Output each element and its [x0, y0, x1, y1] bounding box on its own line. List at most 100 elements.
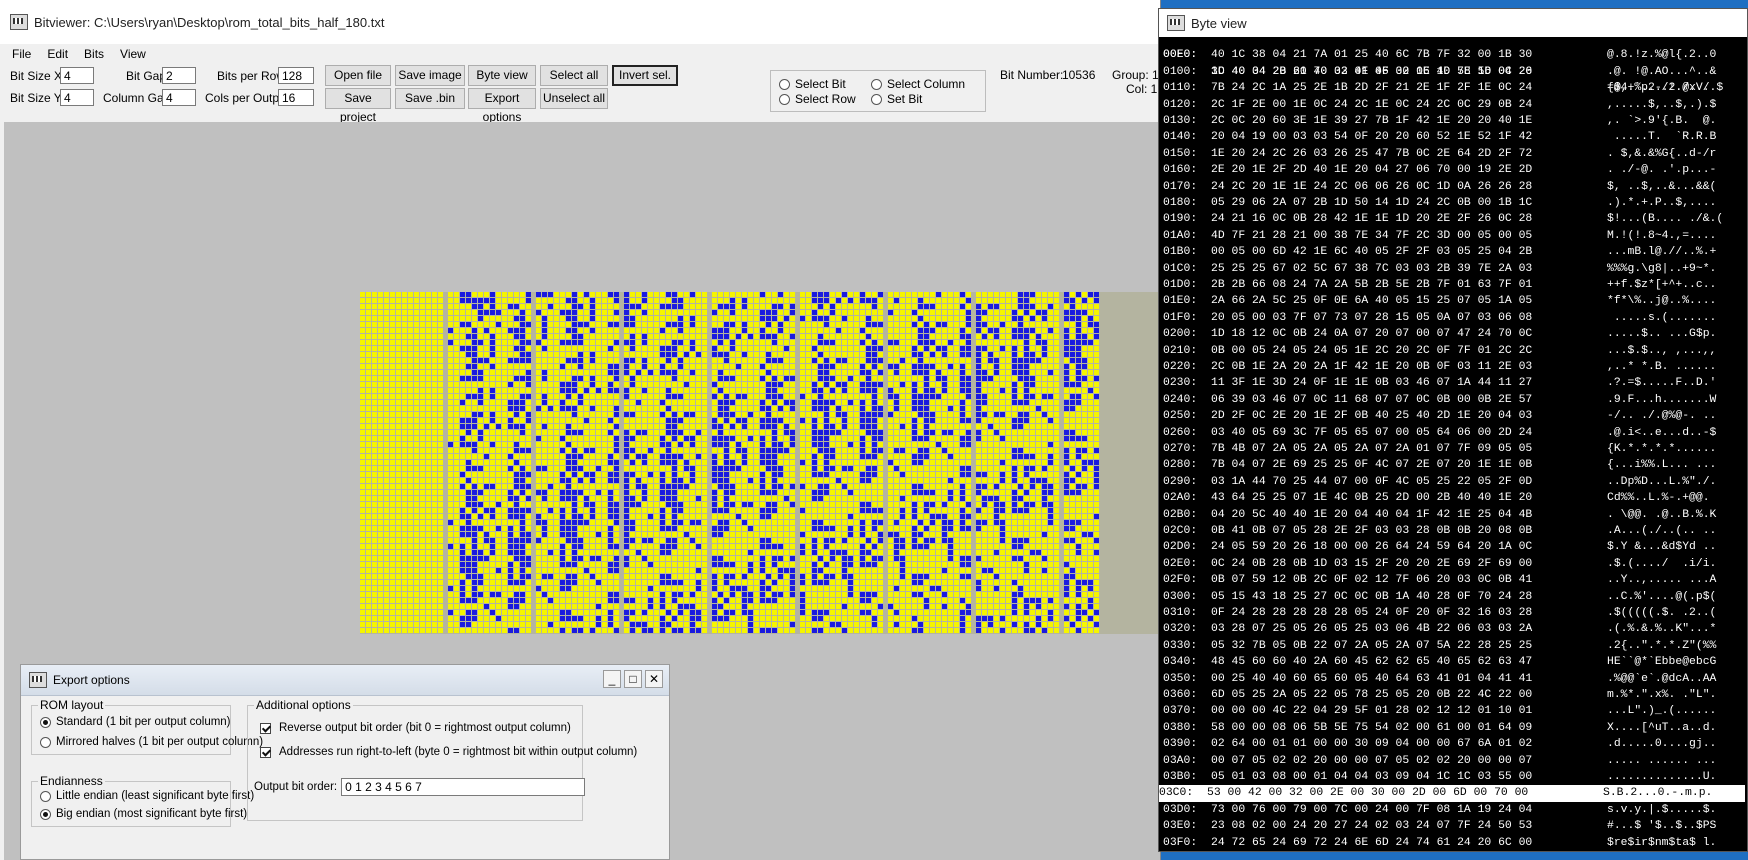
bit-cell[interactable]	[484, 352, 489, 357]
bit-cell[interactable]	[636, 292, 641, 297]
bit-cell[interactable]	[894, 514, 899, 519]
bit-cell[interactable]	[660, 292, 665, 297]
bit-cell[interactable]	[854, 400, 859, 405]
bit-cell[interactable]	[888, 508, 893, 513]
bit-cell[interactable]	[648, 502, 653, 507]
bit-cell[interactable]	[718, 496, 723, 501]
bit-cell[interactable]	[484, 292, 489, 297]
bit-cell[interactable]	[748, 454, 753, 459]
bit-cell[interactable]	[702, 508, 707, 513]
bit-cell[interactable]	[502, 334, 507, 339]
bit-cell[interactable]	[472, 526, 477, 531]
bit-cell[interactable]	[402, 310, 407, 315]
bit-cell[interactable]	[878, 388, 883, 393]
bit-cell[interactable]	[590, 574, 595, 579]
bit-cell[interactable]	[872, 364, 877, 369]
bit-cell[interactable]	[642, 556, 647, 561]
bit-cell[interactable]	[818, 496, 823, 501]
bit-cell[interactable]	[854, 412, 859, 417]
bit-cell[interactable]	[460, 592, 465, 597]
bit-cell[interactable]	[678, 376, 683, 381]
bit-cell[interactable]	[760, 454, 765, 459]
bit-cell[interactable]	[466, 580, 471, 585]
bit-cell[interactable]	[836, 352, 841, 357]
bit-cell[interactable]	[536, 478, 541, 483]
bit-cell[interactable]	[872, 430, 877, 435]
bit-cell[interactable]	[602, 628, 607, 633]
bit-cell[interactable]	[624, 376, 629, 381]
bit-cell[interactable]	[696, 436, 701, 441]
bit-cell[interactable]	[800, 604, 805, 609]
bit-cell[interactable]	[590, 526, 595, 531]
bit-cell[interactable]	[596, 538, 601, 543]
bit-cell[interactable]	[514, 592, 519, 597]
bit-cell[interactable]	[396, 424, 401, 429]
bit-cell[interactable]	[772, 310, 777, 315]
bit-cell[interactable]	[520, 334, 525, 339]
bit-cell[interactable]	[712, 604, 717, 609]
bit-cell[interactable]	[672, 502, 677, 507]
bit-cell[interactable]	[636, 370, 641, 375]
bit-cell[interactable]	[824, 550, 829, 555]
bit-cell[interactable]	[426, 616, 431, 621]
bit-cell[interactable]	[766, 502, 771, 507]
bit-cell[interactable]	[448, 322, 453, 327]
bit-cell[interactable]	[736, 490, 741, 495]
bit-cell[interactable]	[378, 628, 383, 633]
bit-cell[interactable]	[696, 604, 701, 609]
bit-cell[interactable]	[842, 352, 847, 357]
bit-cell[interactable]	[554, 598, 559, 603]
bit-cell[interactable]	[384, 598, 389, 603]
bit-cell[interactable]	[742, 538, 747, 543]
bit-cell[interactable]	[454, 604, 459, 609]
bit-cell[interactable]	[760, 436, 765, 441]
bit-cell[interactable]	[384, 532, 389, 537]
bit-cell[interactable]	[900, 520, 905, 525]
bit-cell[interactable]	[478, 400, 483, 405]
bit-cell[interactable]	[608, 412, 613, 417]
bit-cell[interactable]	[448, 484, 453, 489]
bit-cell[interactable]	[754, 598, 759, 603]
bit-cell[interactable]	[366, 544, 371, 549]
bit-cell[interactable]	[842, 292, 847, 297]
bit-cell[interactable]	[872, 406, 877, 411]
bit-cell[interactable]	[624, 364, 629, 369]
bit-cell[interactable]	[514, 610, 519, 615]
bit-cell[interactable]	[614, 556, 619, 561]
bit-cell[interactable]	[432, 616, 437, 621]
bit-cell[interactable]	[736, 556, 741, 561]
bit-cell[interactable]	[760, 568, 765, 573]
bit-cell[interactable]	[784, 526, 789, 531]
bit-cell[interactable]	[672, 310, 677, 315]
bit-cell[interactable]	[508, 298, 513, 303]
bit-cell[interactable]	[454, 556, 459, 561]
bit-cell[interactable]	[578, 628, 583, 633]
bit-cell[interactable]	[766, 346, 771, 351]
bit-cell[interactable]	[396, 346, 401, 351]
bit-cell[interactable]	[848, 328, 853, 333]
bit-cell[interactable]	[696, 622, 701, 627]
bit-cell[interactable]	[584, 334, 589, 339]
bit-cell[interactable]	[414, 466, 419, 471]
bit-cell[interactable]	[730, 418, 735, 423]
bit-cell[interactable]	[648, 592, 653, 597]
bit-cell[interactable]	[642, 460, 647, 465]
bit-cell[interactable]	[438, 298, 443, 303]
bit-cell[interactable]	[742, 454, 747, 459]
bit-cell[interactable]	[684, 544, 689, 549]
bit-cell[interactable]	[454, 448, 459, 453]
bit-cell[interactable]	[730, 394, 735, 399]
bit-cell[interactable]	[784, 514, 789, 519]
bit-cell[interactable]	[878, 292, 883, 297]
bit-cell[interactable]	[472, 556, 477, 561]
bit-cell[interactable]	[584, 532, 589, 537]
bit-cell[interactable]	[754, 328, 759, 333]
bit-cell[interactable]	[742, 526, 747, 531]
bit-cell[interactable]	[766, 328, 771, 333]
bit-cell[interactable]	[496, 436, 501, 441]
bit-cell[interactable]	[766, 358, 771, 363]
bit-cell[interactable]	[836, 430, 841, 435]
bit-cell[interactable]	[402, 622, 407, 627]
bit-cell[interactable]	[596, 424, 601, 429]
bit-cell[interactable]	[426, 448, 431, 453]
